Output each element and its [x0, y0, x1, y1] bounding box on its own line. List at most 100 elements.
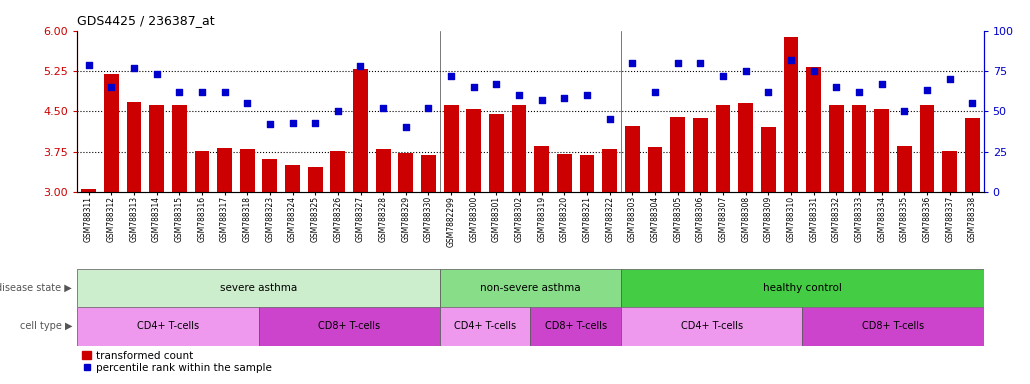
Point — [443, 73, 459, 79]
Text: CD4+ T-cells: CD4+ T-cells — [137, 321, 199, 331]
Bar — [77, 269, 440, 307]
Point — [919, 87, 935, 93]
Bar — [421, 156, 436, 192]
Text: CD4+ T-cells: CD4+ T-cells — [454, 321, 516, 331]
Point — [466, 84, 482, 90]
Point — [352, 63, 369, 69]
Bar — [625, 126, 640, 192]
Bar — [829, 105, 844, 192]
Point — [262, 121, 278, 127]
Bar — [671, 117, 685, 192]
Point — [420, 105, 437, 111]
Point — [579, 92, 595, 98]
Point — [624, 60, 641, 66]
Point — [828, 84, 845, 90]
Bar — [920, 105, 934, 192]
Bar — [263, 159, 277, 192]
Bar — [806, 67, 821, 192]
Text: non-severe asthma: non-severe asthma — [480, 283, 581, 293]
Bar — [353, 70, 368, 192]
Text: severe asthma: severe asthma — [219, 283, 297, 293]
Point — [103, 84, 119, 90]
Bar — [77, 307, 259, 346]
Bar — [512, 105, 526, 192]
Text: CD8+ T-cells: CD8+ T-cells — [545, 321, 607, 331]
Point — [760, 89, 777, 95]
Point — [670, 60, 686, 66]
Bar — [489, 114, 504, 192]
Bar — [942, 151, 957, 192]
Bar — [648, 147, 662, 192]
Point — [737, 68, 754, 74]
Point — [216, 89, 233, 95]
Bar — [897, 146, 912, 192]
Bar — [621, 307, 802, 346]
Bar — [127, 102, 141, 192]
Bar — [530, 307, 621, 346]
Point — [783, 57, 799, 63]
Bar — [81, 189, 96, 192]
Point — [873, 81, 890, 87]
Bar — [285, 165, 300, 192]
Point — [602, 116, 618, 122]
Legend: transformed count, percentile rank within the sample: transformed count, percentile rank withi… — [82, 351, 272, 373]
Point — [488, 81, 505, 87]
Bar — [535, 146, 549, 192]
Text: cell type ▶: cell type ▶ — [20, 321, 72, 331]
Point — [375, 105, 391, 111]
Bar — [467, 109, 481, 192]
Bar — [965, 118, 980, 192]
Point — [171, 89, 187, 95]
Point — [941, 76, 958, 82]
Bar — [580, 156, 594, 192]
Bar — [557, 154, 572, 192]
Point — [284, 119, 301, 126]
Bar — [716, 105, 730, 192]
Bar — [761, 127, 776, 192]
Point — [126, 65, 142, 71]
Point — [398, 124, 414, 131]
Bar — [444, 105, 458, 192]
Point — [330, 108, 346, 114]
Point — [556, 95, 573, 101]
Bar — [440, 307, 530, 346]
Point — [964, 100, 981, 106]
Bar — [802, 307, 984, 346]
Point — [194, 89, 210, 95]
Point — [715, 73, 731, 79]
Text: CD8+ T-cells: CD8+ T-cells — [862, 321, 924, 331]
Bar — [240, 149, 254, 192]
Bar — [739, 103, 753, 192]
Point — [534, 97, 550, 103]
Bar — [259, 307, 440, 346]
Bar — [172, 105, 186, 192]
Point — [239, 100, 255, 106]
Bar — [195, 151, 209, 192]
Text: GDS4425 / 236387_at: GDS4425 / 236387_at — [77, 14, 215, 27]
Bar — [399, 153, 413, 192]
Bar — [440, 269, 621, 307]
Bar — [693, 118, 708, 192]
Bar — [308, 167, 322, 192]
Point — [692, 60, 709, 66]
Point — [148, 71, 165, 77]
Bar — [149, 105, 164, 192]
Point — [307, 119, 323, 126]
Text: CD8+ T-cells: CD8+ T-cells — [318, 321, 380, 331]
Bar — [852, 105, 866, 192]
Bar — [104, 74, 118, 192]
Bar — [874, 109, 889, 192]
Point — [896, 108, 913, 114]
Point — [511, 92, 527, 98]
Bar — [217, 148, 232, 192]
Point — [80, 61, 97, 68]
Text: healthy control: healthy control — [763, 283, 842, 293]
Bar — [376, 149, 390, 192]
Bar — [784, 37, 798, 192]
Bar — [621, 269, 984, 307]
Point — [851, 89, 867, 95]
Text: disease state ▶: disease state ▶ — [0, 283, 72, 293]
Bar — [331, 151, 345, 192]
Point — [647, 89, 663, 95]
Bar — [603, 149, 617, 192]
